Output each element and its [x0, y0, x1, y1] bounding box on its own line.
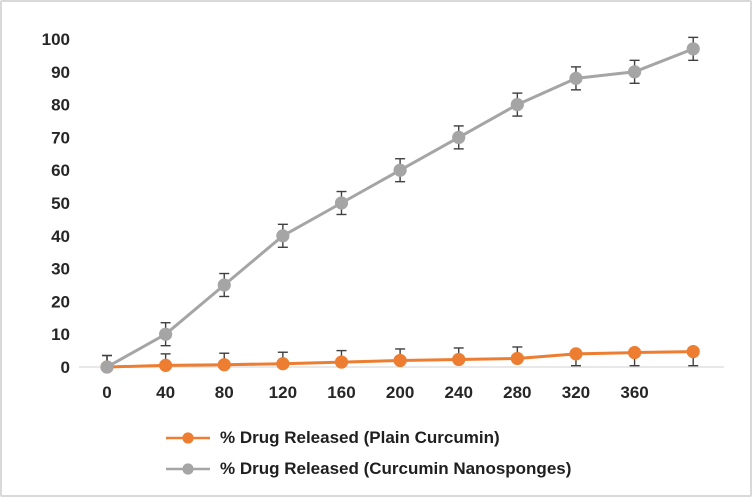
- legend-label-curcumin-nanosponges: % Drug Released (Curcumin Nanosponges): [220, 458, 572, 478]
- legend-line-marker-icon: [166, 462, 210, 475]
- data-point-marker: [159, 358, 173, 372]
- y-axis-tick-label: 90: [51, 63, 70, 82]
- y-axis-tick-label: 100: [42, 30, 70, 49]
- legend-item-curcumin-nanosponges: % Drug Released (Curcumin Nanosponges): [165, 454, 571, 483]
- data-point-marker: [393, 353, 407, 368]
- x-axis-tick-label: 240: [445, 383, 473, 402]
- data-point-marker: [452, 130, 466, 144]
- data-point-marker: [510, 98, 524, 112]
- series-line: [106, 47, 694, 369]
- data-point-marker: [276, 357, 290, 371]
- legend-item-plain-curcumin: % Drug Released (Plain Curcumin): [165, 423, 571, 452]
- data-point-marker: [159, 327, 173, 341]
- y-axis-tick-label: 70: [51, 128, 70, 147]
- y-axis-tick-label: 50: [51, 194, 70, 213]
- y-axis-tick-label: 80: [51, 96, 70, 115]
- data-point-marker: [217, 358, 231, 372]
- legend: % Drug Released (Plain Curcumin) % Drug …: [165, 423, 571, 483]
- x-axis-tick-label: 0: [102, 383, 111, 402]
- data-point-marker: [627, 345, 642, 360]
- y-axis-tick-label: 10: [51, 325, 70, 344]
- data-point-marker: [334, 355, 349, 369]
- legend-label-plain-curcumin: % Drug Released (Plain Curcumin): [220, 427, 500, 447]
- data-point-marker: [569, 71, 583, 85]
- x-axis-tick-label: 360: [620, 383, 648, 402]
- x-axis-tick-label: 320: [562, 383, 590, 402]
- data-point-marker: [393, 163, 407, 177]
- x-axis-tick-label: 40: [156, 383, 175, 402]
- data-point-marker: [627, 65, 642, 79]
- y-axis-tick-label: 60: [51, 161, 70, 180]
- legend-line-marker-icon: [166, 431, 210, 444]
- x-axis-tick-label: 160: [327, 383, 355, 402]
- data-point-marker: [510, 351, 524, 366]
- data-point-marker: [100, 360, 114, 374]
- y-axis-tick-label: 30: [51, 260, 70, 279]
- data-point-marker: [686, 42, 700, 56]
- data-point-marker: [217, 278, 231, 292]
- y-axis-tick-label: 0: [61, 358, 70, 377]
- data-point-marker: [334, 196, 349, 210]
- x-axis-tick-label: 120: [269, 383, 297, 402]
- data-point-marker: [686, 344, 700, 359]
- x-axis-tick-label: 80: [215, 383, 234, 402]
- data-point-marker: [452, 352, 466, 367]
- x-axis-tick-label: 280: [503, 383, 531, 402]
- y-axis-tick-label: 40: [51, 227, 70, 246]
- data-point-marker: [276, 229, 290, 243]
- y-axis-tick-label: 20: [51, 292, 70, 311]
- x-axis-tick-label: 200: [386, 383, 414, 402]
- data-point-marker: [569, 347, 583, 361]
